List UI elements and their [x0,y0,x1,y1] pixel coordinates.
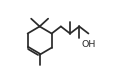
Text: OH: OH [81,40,95,49]
